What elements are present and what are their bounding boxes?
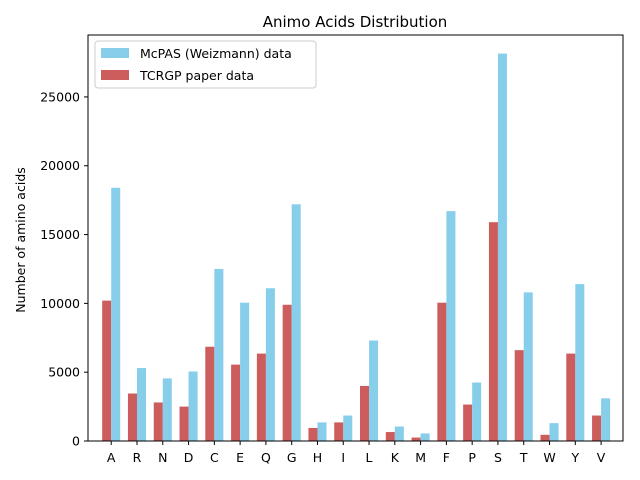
bar-tcrgp-E [231, 364, 241, 441]
bar-tcrgp-T [514, 350, 524, 441]
bar-mcpas-K [394, 426, 404, 441]
x-tick-label-A: A [107, 450, 116, 465]
x-tick-label-R: R [133, 450, 142, 465]
bar-mcpas-R [136, 368, 147, 441]
y-axis: 0 5000 10000 15000 20000 25000 [40, 89, 88, 449]
bar-tcrgp-P [463, 404, 473, 441]
bar-tcrgp-A [102, 300, 112, 441]
bar-mcpas-M [420, 433, 430, 441]
bar-tcrgp-V [592, 415, 602, 441]
y-tick-label-5000: 5000 [48, 365, 80, 380]
bar-mcpas-W [549, 423, 559, 441]
y-tick-label-10000: 10000 [40, 296, 80, 311]
bar-tcrgp-Q [256, 353, 266, 441]
x-tick-label-M: M [415, 450, 426, 465]
bar-mcpas-N [162, 378, 172, 441]
bar-tcrgp-M [411, 437, 421, 441]
y-tick-label-25000: 25000 [40, 89, 80, 104]
bar-mcpas-I [343, 415, 353, 441]
bar-mcpas-T [523, 292, 533, 441]
x-tick-label-Y: Y [570, 450, 579, 465]
x-tick-label-G: G [287, 450, 297, 465]
x-tick-label-S: S [494, 450, 502, 465]
bar-tcrgp-W [540, 434, 550, 441]
bar-tcrgp-Y [566, 353, 576, 441]
x-tick-label-H: H [313, 450, 322, 465]
bar-mcpas-V [601, 398, 611, 441]
legend-box [94, 40, 317, 89]
bar-tcrgp-D [179, 406, 189, 441]
bar-mcpas-P [472, 382, 482, 441]
bar-tcrgp-N [153, 402, 163, 441]
bars-group [102, 53, 611, 442]
x-tick-label-F: F [443, 450, 450, 465]
bar-tcrgp-R [127, 393, 137, 441]
x-tick-label-T: T [519, 450, 528, 465]
x-tick-label-P: P [468, 450, 476, 465]
x-tick-label-D: D [184, 450, 194, 465]
bar-mcpas-G [291, 204, 301, 441]
x-tick-label-W: W [543, 450, 555, 465]
bar-tcrgp-F [437, 302, 447, 441]
y-tick-label-15000: 15000 [40, 227, 80, 242]
bar-mcpas-L [369, 340, 379, 441]
bar-mcpas-A [111, 187, 121, 441]
legend: McPAS (Weizmann) data TCRGP paper data [94, 40, 317, 89]
y-tick-label-20000: 20000 [40, 158, 80, 173]
bar-mcpas-E [240, 302, 250, 441]
legend-swatch-mcpas [101, 48, 129, 58]
y-axis-label: Number of amino acids [13, 167, 28, 313]
legend-swatch-tcrgp [101, 70, 129, 80]
x-tick-label-Q: Q [261, 450, 271, 465]
chart-title: Animo Acids Distribution [263, 13, 448, 31]
bar-mcpas-Q [265, 288, 275, 441]
x-tick-label-E: E [236, 450, 244, 465]
bar-mcpas-C [214, 268, 224, 441]
bar-mcpas-D [188, 371, 198, 441]
bar-tcrgp-L [360, 385, 370, 441]
bar-tcrgp-K [385, 432, 395, 441]
bar-mcpas-S [497, 53, 507, 442]
bar-mcpas-F [446, 211, 456, 441]
bar-tcrgp-C [205, 346, 215, 441]
legend-label-mcpas: McPAS (Weizmann) data [140, 46, 292, 61]
bar-tcrgp-G [282, 304, 292, 441]
y-tick-label-0: 0 [72, 434, 80, 449]
x-tick-label-N: N [158, 450, 167, 465]
bar-mcpas-H [317, 422, 327, 441]
legend-label-tcrgp: TCRGP paper data [139, 68, 254, 83]
bar-mcpas-Y [575, 284, 585, 441]
x-tick-label-L: L [366, 450, 373, 465]
x-tick-label-K: K [391, 450, 400, 465]
x-tick-label-V: V [597, 450, 606, 465]
plot-frame [87, 34, 624, 442]
bar-tcrgp-H [308, 427, 318, 441]
bar-tcrgp-S [488, 222, 498, 441]
bar-tcrgp-I [334, 422, 344, 441]
x-tick-label-C: C [210, 450, 219, 465]
x-tick-label-I: I [341, 450, 345, 465]
